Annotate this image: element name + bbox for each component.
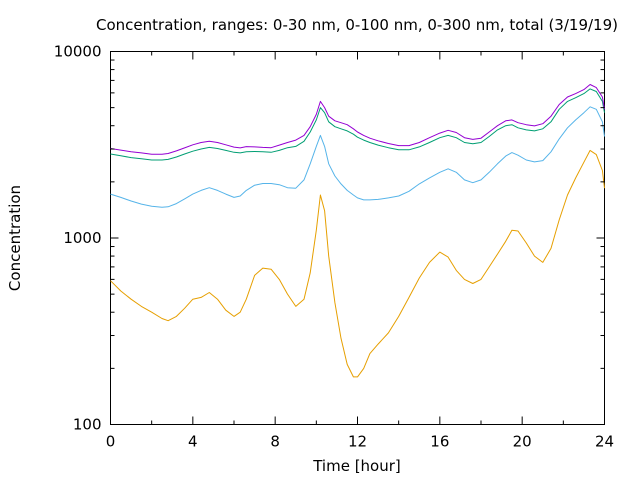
series-line-1 bbox=[110, 149, 605, 378]
plot-frame bbox=[110, 51, 605, 425]
chart-title: Concentration, ranges: 0-30 nm, 0-100 nm… bbox=[96, 16, 618, 34]
x-tick-label: 4 bbox=[188, 433, 198, 451]
y-tick-label: 100 bbox=[73, 416, 102, 434]
x-tick-label: 16 bbox=[430, 433, 449, 451]
ticks-layer bbox=[110, 51, 605, 425]
x-tick-label: 8 bbox=[270, 433, 280, 451]
series-line-2 bbox=[110, 106, 605, 208]
tick-labels: 0 4 8 12 16 20 24 100 1000 10000 bbox=[54, 43, 614, 451]
x-tick-label: 24 bbox=[595, 433, 614, 451]
x-tick-label: 12 bbox=[348, 433, 367, 451]
series-line-3 bbox=[110, 88, 605, 161]
y-tick-label: 1000 bbox=[63, 229, 101, 247]
x-tick-label: 0 bbox=[106, 433, 116, 451]
y-axis-label: Concentration bbox=[6, 185, 24, 291]
y-tick-label: 10000 bbox=[54, 43, 102, 61]
x-tick-label: 20 bbox=[513, 433, 532, 451]
x-axis-label: Time [hour] bbox=[312, 457, 401, 475]
series-line-4 bbox=[110, 84, 605, 155]
series-layer bbox=[110, 84, 605, 378]
